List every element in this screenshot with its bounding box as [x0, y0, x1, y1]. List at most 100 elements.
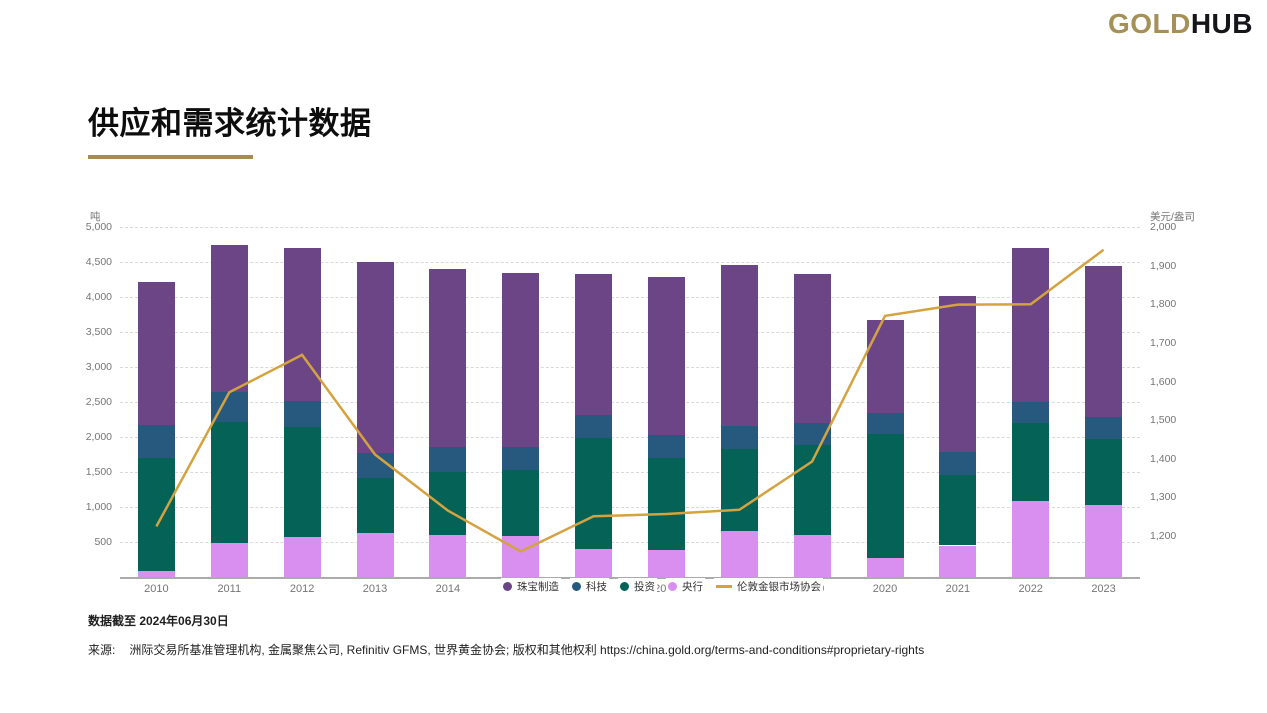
- gridline: [120, 367, 1140, 368]
- title-underline: [88, 155, 253, 159]
- chart-legend: 珠宝制造 科技 投资 央行 伦敦金银市场协会: [501, 578, 832, 595]
- bar-segment-investment-2015[interactable]: [502, 469, 540, 537]
- bar-segment-central-banks-2010[interactable]: [137, 571, 175, 577]
- legend-item-lbma[interactable]: 伦敦金银市场协会: [714, 578, 823, 595]
- left-axis-tick-label: 2,500: [85, 396, 112, 408]
- lbma-price-line[interactable]: [120, 227, 1140, 577]
- right-axis-tick-label: 1,300: [1150, 491, 1177, 504]
- goldhub-logo[interactable]: GOLDHUB: [1108, 8, 1253, 40]
- bar-segment-investment-2022[interactable]: [1012, 423, 1050, 502]
- bar-segment-investment-2010[interactable]: [137, 458, 175, 572]
- bar-segment-technology-2017[interactable]: [647, 435, 685, 459]
- bar-segment-jewellery-2013[interactable]: [356, 261, 394, 454]
- bar-segment-jewellery-2023[interactable]: [1085, 265, 1123, 418]
- gridline: [120, 297, 1140, 298]
- bar-segment-jewellery-2012[interactable]: [283, 248, 321, 401]
- right-axis-tick-label: 2,000: [1150, 221, 1177, 233]
- bar-segment-jewellery-2016[interactable]: [575, 273, 613, 416]
- bar-segment-central-banks-2018[interactable]: [720, 531, 758, 577]
- bar-segment-technology-2010[interactable]: [137, 425, 175, 459]
- left-axis-tick-label: 1,500: [85, 466, 112, 478]
- bar-segment-jewellery-2021[interactable]: [939, 295, 977, 452]
- right-axis-tick-label: 1,700: [1150, 336, 1177, 349]
- x-axis-label-2012: 2012: [289, 583, 315, 595]
- x-axis-label-2010: 2010: [144, 583, 169, 595]
- bar-segment-central-banks-2011[interactable]: [210, 543, 248, 577]
- bar-segment-central-banks-2022[interactable]: [1012, 501, 1050, 577]
- legend-dot-jewellery: [503, 582, 512, 591]
- left-axis-tick-label: 3,000: [85, 361, 112, 373]
- bar-segment-technology-2013[interactable]: [356, 453, 394, 479]
- gridline: [120, 437, 1140, 438]
- gridline: [120, 472, 1140, 473]
- bar-segment-central-banks-2019[interactable]: [793, 534, 831, 577]
- left-axis-tick-label: 500: [94, 536, 112, 548]
- legend-dot-investment: [620, 582, 629, 591]
- source-text: 洲际交易所基准管理机构, 金属聚焦公司, Refinitiv GFMS, 世界黄…: [129, 643, 925, 657]
- bar-segment-investment-2020[interactable]: [866, 433, 904, 558]
- bar-segment-investment-2013[interactable]: [356, 478, 394, 533]
- legend-item-central-banks[interactable]: 央行: [666, 578, 705, 595]
- gridline: [120, 332, 1140, 333]
- bar-segment-investment-2016[interactable]: [575, 437, 613, 550]
- bar-segment-technology-2022[interactable]: [1012, 401, 1050, 424]
- left-axis-tick-label: 3,500: [85, 326, 112, 338]
- bar-segment-central-banks-2020[interactable]: [866, 557, 904, 577]
- bar-segment-investment-2023[interactable]: [1085, 438, 1123, 505]
- bar-segment-jewellery-2014[interactable]: [429, 269, 467, 448]
- gridline: [120, 227, 1140, 228]
- bar-segment-technology-2016[interactable]: [575, 415, 613, 438]
- bar-segment-central-banks-2017[interactable]: [647, 550, 685, 577]
- bar-segment-jewellery-2020[interactable]: [866, 319, 904, 413]
- bar-segment-jewellery-2010[interactable]: [137, 281, 175, 426]
- bar-segment-central-banks-2012[interactable]: [283, 537, 321, 577]
- left-axis-tick-label: 2,000: [85, 431, 112, 443]
- logo-gold-text: GOLD: [1107, 8, 1191, 39]
- legend-item-jewellery[interactable]: 珠宝制造: [501, 578, 561, 595]
- right-axis-tick-label: 1,800: [1150, 298, 1177, 311]
- data-as-of-note: 数据截至 2024年06月30日: [88, 614, 229, 628]
- bar-segment-technology-2014[interactable]: [429, 447, 467, 472]
- bar-segment-central-banks-2023[interactable]: [1085, 504, 1123, 577]
- bar-segment-technology-2021[interactable]: [939, 451, 977, 475]
- x-axis-label-2023: 2023: [1091, 583, 1116, 595]
- bar-segment-jewellery-2019[interactable]: [793, 274, 831, 423]
- left-axis-title: 吨: [90, 211, 101, 223]
- bar-segment-investment-2017[interactable]: [647, 458, 685, 551]
- left-axis-tick-label: 4,500: [85, 256, 112, 268]
- bar-segment-technology-2023[interactable]: [1085, 417, 1123, 439]
- bar-segment-investment-2012[interactable]: [283, 427, 321, 538]
- bar-segment-central-banks-2014[interactable]: [429, 534, 467, 577]
- bar-segment-technology-2012[interactable]: [283, 400, 321, 428]
- legend-label-investment: 投资: [634, 581, 655, 593]
- gridline: [120, 507, 1140, 508]
- bar-segment-jewellery-2022[interactable]: [1012, 248, 1050, 402]
- gridline: [120, 262, 1140, 263]
- logo-hub-text: HUB: [1190, 8, 1253, 39]
- bar-segment-jewellery-2017[interactable]: [647, 277, 685, 436]
- page-title: 供应和需求统计数据: [88, 106, 372, 141]
- right-axis-tick-label: 1,900: [1150, 259, 1177, 272]
- x-axis-label-2014: 2014: [435, 583, 461, 595]
- bar-segment-central-banks-2013[interactable]: [356, 532, 394, 577]
- bar-segment-investment-2011[interactable]: [210, 421, 248, 544]
- bar-segment-investment-2018[interactable]: [720, 448, 758, 532]
- bar-segment-investment-2021[interactable]: [939, 475, 977, 546]
- bar-segment-technology-2015[interactable]: [502, 446, 540, 470]
- bar-segment-jewellery-2011[interactable]: [210, 245, 248, 392]
- bar-segment-jewellery-2018[interactable]: [720, 265, 758, 426]
- gridline: [120, 542, 1140, 543]
- source-note: 来源: 洲际交易所基准管理机构, 金属聚焦公司, Refinitiv GFMS, …: [88, 641, 924, 658]
- legend-item-technology[interactable]: 科技: [570, 578, 609, 595]
- legend-item-investment[interactable]: 投资: [618, 578, 657, 595]
- bar-segment-technology-2020[interactable]: [866, 412, 904, 434]
- legend-dot-central-banks: [668, 582, 677, 591]
- left-axis-tick-label: 5,000: [85, 221, 112, 233]
- bar-segment-central-banks-2016[interactable]: [575, 549, 613, 577]
- bar-segment-technology-2019[interactable]: [793, 422, 831, 446]
- bar-segment-central-banks-2021[interactable]: [939, 545, 977, 577]
- bar-segment-investment-2014[interactable]: [429, 471, 467, 535]
- bar-segment-jewellery-2015[interactable]: [502, 273, 540, 447]
- bar-segment-technology-2018[interactable]: [720, 425, 758, 449]
